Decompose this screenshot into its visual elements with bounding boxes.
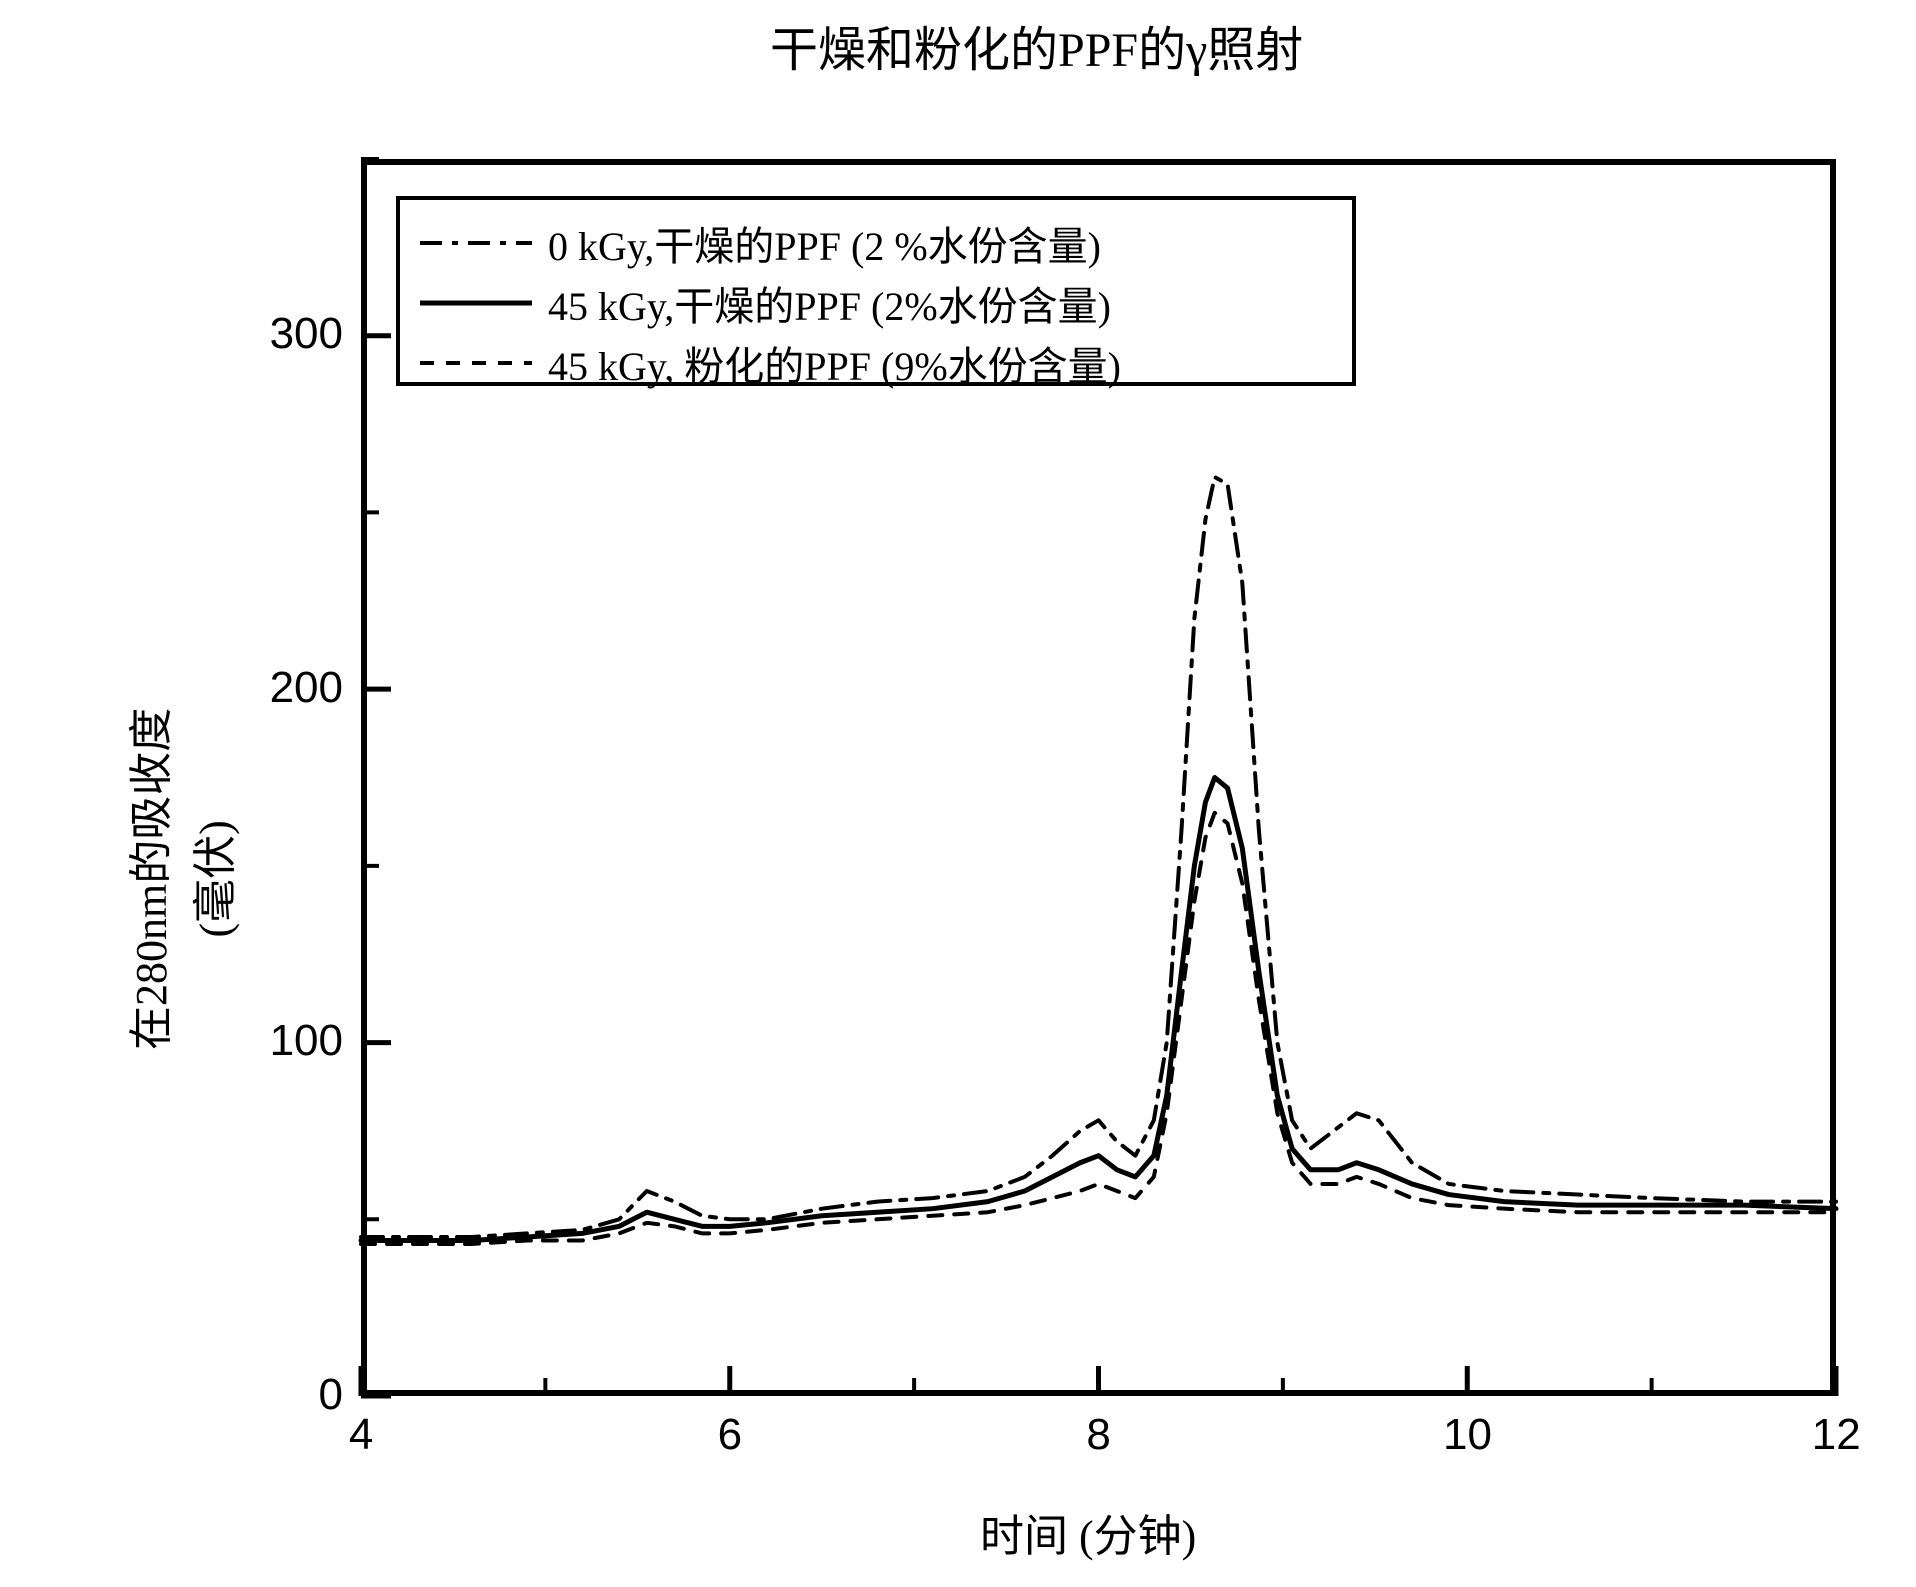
legend-label: 45 kGy,干燥的PPF (2%水份含量) bbox=[548, 274, 1111, 332]
y-tick-label: 100 bbox=[270, 1016, 343, 1066]
legend-swatch bbox=[416, 343, 536, 383]
series-line-2 bbox=[361, 813, 1836, 1244]
legend-swatch bbox=[416, 283, 536, 323]
x-tick-label: 10 bbox=[1443, 1410, 1492, 1460]
legend-label: 45 kGy, 粉化的PPF (9%水份含量) bbox=[548, 334, 1121, 392]
legend-entry: 45 kGy,干燥的PPF (2%水份含量) bbox=[416, 274, 1336, 332]
x-tick-label: 4 bbox=[349, 1410, 373, 1460]
x-tick-label: 8 bbox=[1086, 1410, 1110, 1460]
y-axis-label-line2: (毫伏) bbox=[179, 708, 243, 1050]
y-axis-label: 在280nm的吸收度 (毫伏) bbox=[115, 708, 243, 1050]
legend-entry: 0 kGy,干燥的PPF (2 %水份含量) bbox=[416, 214, 1336, 272]
legend-entry: 45 kGy, 粉化的PPF (9%水份含量) bbox=[416, 334, 1336, 392]
series-line-0 bbox=[361, 477, 1836, 1237]
legend-label: 0 kGy,干燥的PPF (2 %水份含量) bbox=[548, 214, 1101, 272]
legend-swatch bbox=[416, 223, 536, 263]
y-tick-label: 0 bbox=[319, 1370, 343, 1420]
x-tick-label: 12 bbox=[1812, 1410, 1861, 1460]
x-axis-label: 时间 (分钟) bbox=[980, 1500, 1196, 1564]
page: 干燥和粉化的PPF的γ照射 在280nm的吸收度 (毫伏) 时间 (分钟) 0 … bbox=[0, 0, 1916, 1587]
series-line-1 bbox=[361, 778, 1836, 1241]
y-tick-label: 300 bbox=[270, 309, 343, 359]
y-axis-label-line1: 在280nm的吸收度 bbox=[115, 708, 179, 1050]
x-tick-label: 6 bbox=[718, 1410, 742, 1460]
y-tick-label: 200 bbox=[270, 663, 343, 713]
legend: 0 kGy,干燥的PPF (2 %水份含量)45 kGy,干燥的PPF (2%水… bbox=[396, 196, 1356, 386]
